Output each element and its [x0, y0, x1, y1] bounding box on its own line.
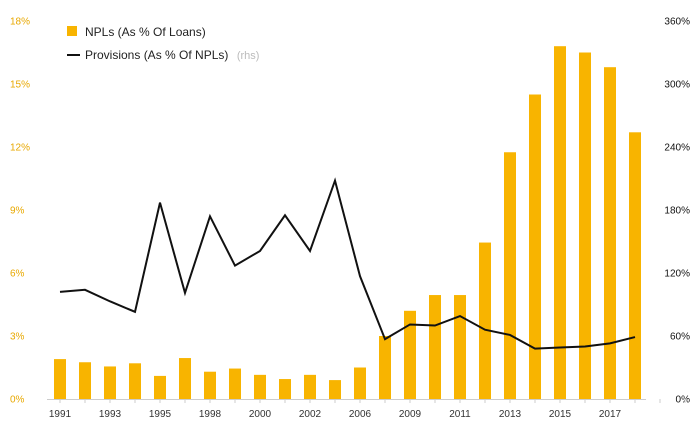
y-left-tick-label: 15% [10, 80, 30, 91]
x-tick-label: 2009 [399, 409, 422, 420]
bar-npls [579, 52, 591, 399]
bar-npls [304, 374, 316, 399]
y-left-tick-label: 12% [10, 143, 30, 154]
bar-npls [404, 310, 416, 399]
bar-npls [379, 336, 391, 399]
bar-npls [429, 295, 441, 399]
y-left-tick-label: 6% [10, 269, 25, 280]
bar-npls [54, 359, 66, 399]
y-right-tick-label: 360% [664, 17, 690, 28]
x-tick-label: 2000 [249, 409, 272, 420]
y-left-tick-label: 9% [10, 206, 25, 217]
y-left-tick-label: 18% [10, 17, 30, 28]
bar-npls [554, 46, 566, 399]
bar-npls [104, 366, 116, 399]
bar-npls [254, 374, 266, 399]
legend-label-npls: NPLs (As % Of Loans) [85, 25, 206, 39]
x-tick-label: 1995 [149, 409, 172, 420]
x-tick-label: 2013 [499, 409, 522, 420]
y-right-tick-label: 180% [664, 206, 690, 217]
bar-npls [604, 67, 616, 399]
y-left-tick-label: 0% [10, 395, 25, 406]
bar-npls [204, 371, 216, 399]
bar-npls [354, 367, 366, 399]
bar-npls [529, 94, 541, 399]
y-right-tick-label: 240% [664, 143, 690, 154]
bar-npls [629, 132, 641, 400]
bar-npls [129, 363, 141, 399]
y-right-tick-label: 300% [664, 80, 690, 91]
legend-swatch-npls [67, 26, 77, 36]
bar-npls [329, 380, 341, 399]
y-left-tick-label: 3% [10, 332, 25, 343]
bar-npls [279, 379, 291, 399]
x-tick-label: 1991 [49, 409, 72, 420]
x-tick-label: 2002 [299, 409, 322, 420]
bar-npls [179, 358, 191, 399]
legend-label-provisions-rhs: (rhs) [237, 50, 260, 62]
bar-npls [479, 242, 491, 399]
legend-label-provisions-name: Provisions (As % Of NPLs) [85, 48, 228, 62]
bar-npls [79, 362, 91, 399]
y-right-tick-label: 60% [670, 332, 690, 343]
bar-npls [454, 295, 466, 399]
x-tick-label: 1998 [199, 409, 222, 420]
x-tick-label: 2015 [549, 409, 572, 420]
bar-npls [229, 368, 241, 399]
bar-npls [154, 375, 166, 399]
y-right-tick-label: 120% [664, 269, 690, 280]
legend-label-provisions: Provisions (As % Of NPLs) (rhs) [85, 46, 259, 63]
x-tick-label: 2011 [449, 409, 471, 420]
y-right-tick-label: 0% [676, 395, 691, 406]
bar-npls [504, 152, 516, 399]
x-tick-label: 1993 [99, 409, 122, 420]
x-tick-label: 2017 [599, 409, 622, 420]
x-tick-label: 2006 [349, 409, 372, 420]
line-provisions [59, 177, 636, 350]
